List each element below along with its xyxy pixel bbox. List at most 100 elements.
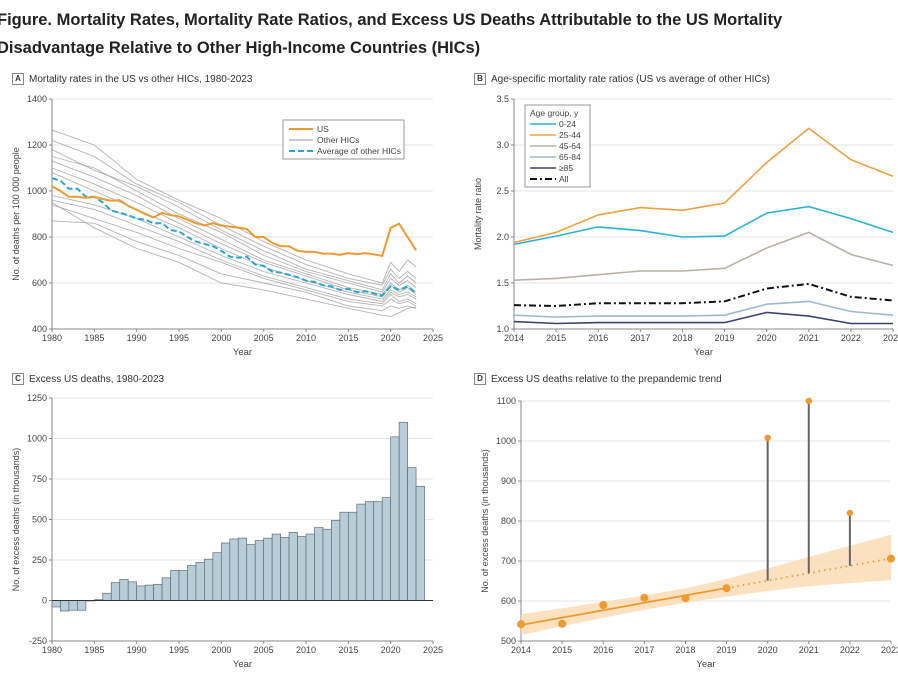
- panel-a-series: [51, 129, 417, 317]
- average-other-hics-line: [51, 177, 417, 297]
- y-tick-label: 3.0: [496, 140, 509, 150]
- bar-2020: [390, 436, 400, 601]
- y-tick-label: 2.0: [496, 232, 509, 242]
- y-tick-label: 3.5: [496, 94, 509, 104]
- x-tick-label: 2017: [634, 645, 654, 655]
- point-2018: [681, 594, 690, 603]
- y-tick-label: 600: [32, 278, 47, 288]
- bar-1990: [136, 585, 146, 601]
- bar-1981: [60, 600, 70, 612]
- y-axis-label: Mortality rate ratio: [473, 178, 483, 250]
- x-tick-label: 2025: [423, 333, 443, 343]
- bar-2023: [415, 485, 425, 601]
- x-tick-label: 1980: [42, 333, 62, 343]
- panel-a-letter: A: [12, 73, 24, 85]
- bar-2022: [407, 467, 417, 601]
- bar-1995: [178, 570, 188, 601]
- x-tick-label: 1985: [84, 645, 104, 655]
- y-tick-label: 1100: [497, 396, 516, 406]
- x-tick-label: 2021: [799, 333, 819, 343]
- x-tick-label: 1995: [169, 333, 189, 343]
- y-tick-label: -250: [29, 636, 47, 646]
- bar-2010: [305, 533, 315, 601]
- x-tick-label: 2023: [883, 333, 898, 343]
- x-axis-label: Year: [233, 659, 252, 670]
- legend-label: Average of other HICs: [317, 146, 401, 156]
- legend-label: 25-44: [559, 130, 581, 140]
- bar-1980: [51, 600, 61, 608]
- y-tick-label: 250: [32, 555, 47, 565]
- bar-1996: [187, 565, 197, 601]
- y-tick-label: 900: [501, 476, 516, 486]
- x-tick-label: 2020: [758, 645, 778, 655]
- legend-label: 0-24: [559, 119, 576, 129]
- x-tick-label: 1985: [84, 333, 104, 343]
- bar-2000: [220, 542, 231, 601]
- point-2016: [599, 601, 608, 609]
- x-tick-label: 2015: [338, 333, 358, 343]
- x-tick-label: 2019: [715, 333, 735, 343]
- x-tick-label: 2014: [511, 645, 531, 655]
- point-2020: [764, 434, 771, 441]
- y-tick-label: 2.5: [496, 186, 509, 196]
- bar-2017: [364, 501, 375, 601]
- point-2023: [887, 554, 895, 563]
- y-tick-label: 500: [501, 636, 516, 646]
- x-tick-label: 1995: [169, 645, 189, 655]
- y-axis-label: No. of excess deaths (in thousands): [11, 448, 21, 592]
- bar-2009: [297, 536, 307, 601]
- y-tick-label: 500: [32, 515, 47, 525]
- legend-label: 45-64: [559, 141, 581, 151]
- point-2017: [640, 593, 649, 602]
- panel-a-header: A Mortality rates in the US vs other HIC…: [12, 73, 252, 85]
- legend-label: ≥85: [559, 163, 573, 173]
- bar-2001: [229, 538, 239, 601]
- x-tick-label: 2020: [381, 645, 401, 655]
- x-tick-label: 2005: [254, 645, 274, 655]
- bar-1989: [127, 581, 138, 601]
- x-tick-label: 1990: [127, 333, 147, 343]
- x-tick-label: 1980: [42, 645, 62, 655]
- x-tick-label: 2018: [672, 333, 692, 343]
- other-hic-line: [51, 149, 417, 291]
- bar-2005: [263, 537, 273, 601]
- x-tick-label: 2018: [675, 645, 695, 655]
- point-2022: [846, 509, 854, 517]
- y-tick-label: 750: [32, 474, 47, 484]
- panel-d-header: D Excess US deaths relative to the prepa…: [474, 373, 722, 385]
- point-2015: [558, 619, 567, 628]
- panel-b-header: B Age-specific mortality rate ratios (US…: [474, 73, 770, 85]
- series-line-0-24: [513, 205, 894, 246]
- bar-1983: [77, 600, 87, 611]
- series-line-45-64: [513, 231, 894, 281]
- x-tick-label: 2021: [799, 645, 819, 655]
- x-tick-label: 2015: [546, 333, 566, 343]
- prepandemic-trend-line: [520, 587, 727, 626]
- x-tick-label: 2010: [296, 333, 316, 343]
- bar-1988: [119, 579, 129, 601]
- x-tick-label: 2022: [841, 333, 861, 343]
- bar-2015: [347, 511, 358, 601]
- x-tick-label: 2000: [211, 645, 231, 655]
- panel-d-marks: [517, 397, 895, 635]
- y-tick-label: 1.0: [496, 324, 509, 334]
- other-hic-line: [51, 160, 417, 295]
- bar-2021: [398, 421, 408, 601]
- bar-2008: [288, 532, 298, 601]
- y-tick-label: 1.5: [496, 278, 509, 288]
- point-2021: [805, 397, 812, 405]
- bar-2003: [246, 544, 256, 601]
- legend-label: 65-84: [559, 152, 581, 162]
- bar-1998: [204, 558, 214, 601]
- us-line: [51, 185, 417, 258]
- other-hic-line: [51, 139, 417, 286]
- series-line-All: [513, 282, 894, 308]
- y-axis-label: No. of deaths per 100 000 people: [11, 147, 21, 281]
- x-axis-label: Year: [696, 659, 715, 670]
- other-hic-line: [51, 167, 417, 298]
- bar-2018: [373, 501, 383, 601]
- figure-title-line2: Disadvantage Relative to Other High-Inco…: [0, 39, 481, 57]
- x-tick-label: 2023: [881, 645, 898, 655]
